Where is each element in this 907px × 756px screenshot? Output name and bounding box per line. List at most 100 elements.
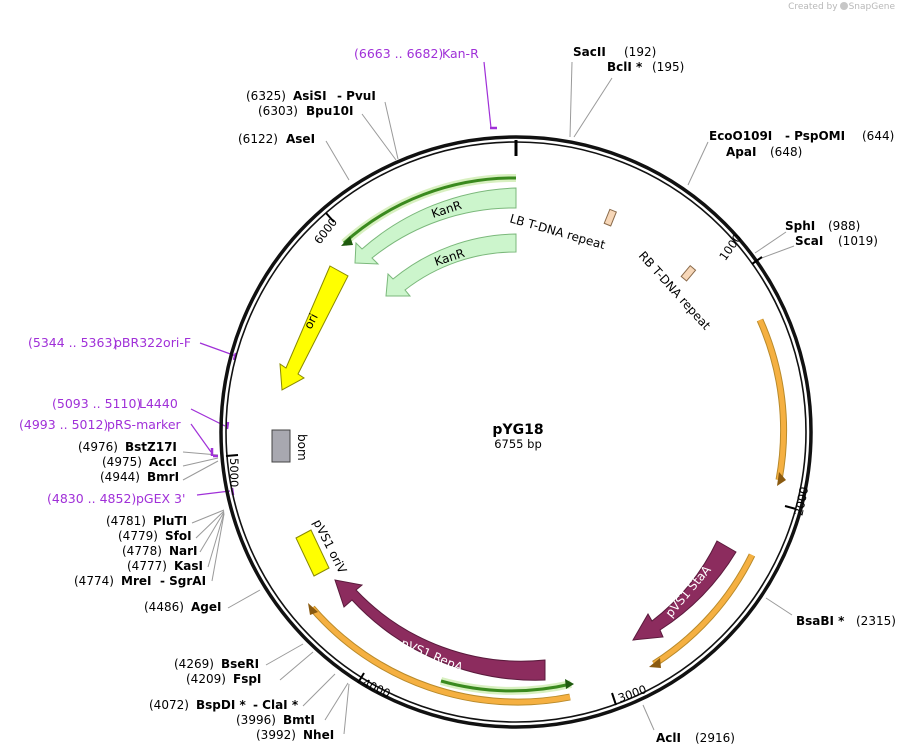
enzyme-labels-right: SacII (192) BclI * (195) EcoO109I - PspO… — [573, 45, 896, 745]
enzyme-bsabi: BsaBI * — [796, 614, 845, 628]
enzyme-kasi: KasI — [174, 559, 203, 573]
orange-arc-2 — [652, 553, 755, 667]
enzyme-apai: ApaI — [726, 145, 756, 159]
credit-text: Created by — [788, 2, 838, 12]
enzyme-pluti-pos: (4781) — [106, 514, 146, 528]
enzyme-acci: AccI — [149, 455, 177, 469]
kanr-arrow-inner — [385, 233, 517, 297]
orange-arc-2-arrow — [649, 658, 661, 668]
enzyme-apai-pos: (648) — [770, 145, 802, 159]
primer-range-prs: (4993 .. 5012) — [19, 417, 108, 432]
enzyme-acli-pos: (2916) — [695, 731, 735, 745]
primer-name-kanr: Kan-R — [442, 46, 479, 61]
primer-leader-lines — [190, 61, 492, 496]
green-arc-2-arrow — [565, 679, 574, 689]
plasmid-size: 6755 bp — [494, 437, 542, 451]
bom-feature — [271, 429, 291, 463]
scale-tick-labels: 1000 2000 3000 4000 5000 6000 — [227, 215, 811, 705]
enzyme-bmri-pos: (4944) — [100, 470, 140, 484]
enzyme-ecoo109i: EcoO109I — [709, 129, 772, 143]
green-arc-1-arrow — [341, 236, 353, 246]
enzyme-labels-left: (6325) AsiSI - PvuI (6303) Bpu10I (6122)… — [74, 89, 376, 742]
primer-marks — [210, 126, 497, 496]
primer-name-prs: pRS-marker — [107, 417, 182, 432]
enzyme-pvui: - PvuI — [337, 89, 376, 103]
enzyme-mrei-pos: (4774) — [74, 574, 114, 588]
enzyme-bseri: BseRI — [221, 657, 259, 671]
pvs1-repa-arrow — [334, 579, 546, 681]
green-arc-1 — [342, 176, 517, 245]
enzyme-bpu10i: Bpu10I — [306, 104, 353, 118]
enzyme-leader-lines — [182, 61, 795, 735]
enzyme-bmti: BmtI — [283, 713, 315, 727]
lb-repeat-feature — [603, 208, 617, 227]
tick-6000: 6000 — [311, 215, 340, 247]
tick-2000: 2000 — [791, 485, 811, 517]
enzyme-scai: ScaI — [795, 234, 823, 248]
enzyme-pspomi: - PspOMI — [785, 129, 845, 143]
pvs1-staa-arrow — [632, 540, 737, 641]
enzyme-fspi-pos: (4209) — [186, 672, 226, 686]
enzyme-acci-pos: (4975) — [102, 455, 142, 469]
lb-repeat-label: LB T-DNA repeat — [508, 211, 607, 252]
kanr-label-inner: KanR — [433, 246, 467, 269]
orange-arc-3-arrow — [308, 603, 318, 615]
enzyme-asei-pos: (6122) — [238, 132, 278, 146]
enzyme-bstz17i: BstZ17I — [125, 440, 177, 454]
enzyme-bcli: BclI * — [607, 60, 643, 74]
rb-repeat-label: RB T-DNA repeat — [636, 249, 714, 333]
pvs1-oriv-feature — [295, 529, 330, 577]
enzyme-sphi: SphI — [785, 219, 815, 233]
enzyme-clai: - ClaI * — [253, 698, 299, 712]
enzyme-asisi: AsiSI — [293, 89, 327, 103]
primer-labels: (6663 .. 6682) Kan-R (5344 .. 5363) pBR3… — [19, 46, 479, 506]
orange-arc-1-arrow — [777, 472, 786, 486]
scale-tick-marks — [225, 212, 797, 706]
kanr-arrow-outer — [354, 187, 517, 265]
enzyme-sgrai: - SgrAI — [160, 574, 206, 588]
enzyme-asei: AseI — [286, 132, 315, 146]
credit-brand: SnapGene — [848, 2, 895, 12]
enzyme-sacii-pos: (192) — [624, 45, 656, 59]
enzyme-bmti-pos: (3996) — [236, 713, 276, 727]
ori-arrow — [279, 265, 349, 391]
enzyme-asisi-pos: (6325) — [246, 89, 286, 103]
enzyme-bcli-pos: (195) — [652, 60, 684, 74]
tick-5000: 5000 — [227, 458, 241, 487]
rb-repeat-feature — [680, 265, 697, 282]
enzyme-scai-pos: (1019) — [838, 234, 878, 248]
orange-arc-1 — [757, 318, 787, 481]
primer-name-pgex: pGEX 3' — [136, 491, 185, 506]
primer-range-kanr: (6663 .. 6682) — [354, 46, 443, 61]
ori-label: ori — [301, 311, 321, 331]
backbone-outer — [219, 135, 813, 729]
enzyme-bstz17i-pos: (4976) — [78, 440, 118, 454]
green-arc-2 — [440, 679, 572, 693]
enzyme-kasi-pos: (4777) — [127, 559, 167, 573]
primer-name-pbr322: pBR322ori-F — [114, 335, 191, 350]
enzyme-nhei-pos: (3992) — [256, 728, 296, 742]
tick-4000: 4000 — [360, 676, 392, 701]
enzyme-mrei: MreI — [121, 574, 151, 588]
enzyme-sacii: SacII — [573, 45, 606, 59]
enzyme-acli: AclI — [656, 731, 681, 745]
enzyme-nari-pos: (4778) — [122, 544, 162, 558]
enzyme-bseri-pos: (4269) — [174, 657, 214, 671]
primer-range-pgex: (4830 .. 4852) — [47, 491, 136, 506]
primer-name-l4440: L4440 — [139, 396, 178, 411]
enzyme-bspdi-pos: (4072) — [149, 698, 189, 712]
enzyme-bspdi: BspDI * — [196, 698, 246, 712]
snapgene-logo-icon — [839, 2, 848, 10]
enzyme-agei: AgeI — [191, 600, 221, 614]
plasmid-name: pYG18 — [492, 422, 543, 438]
enzyme-pluti: PluTI — [153, 514, 187, 528]
enzyme-sphi-pos: (988) — [828, 219, 860, 233]
enzyme-bpu10i-pos: (6303) — [258, 104, 298, 118]
enzyme-bmri: BmrI — [147, 470, 179, 484]
enzyme-ecoo109i-pos: (644) — [862, 129, 894, 143]
enzyme-sfoi-pos: (4779) — [118, 529, 158, 543]
credit-label: Created by SnapGene — [788, 2, 895, 12]
enzyme-nhei: NheI — [303, 728, 334, 742]
enzyme-bsabi-pos: (2315) — [856, 614, 896, 628]
bom-label: bom — [295, 434, 309, 461]
